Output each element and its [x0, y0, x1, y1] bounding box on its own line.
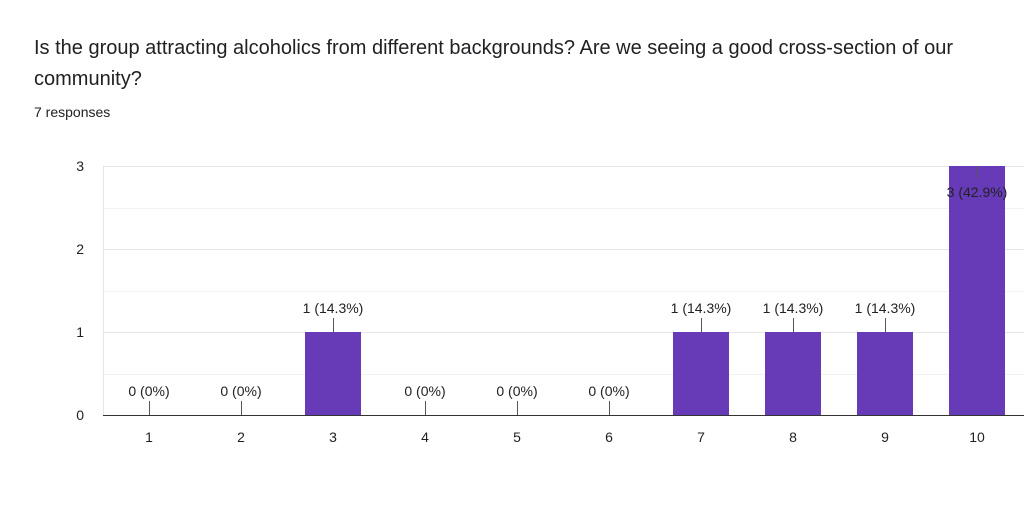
data-label: 0 (0%): [220, 383, 261, 399]
data-label: 1 (14.3%): [763, 300, 824, 316]
y-tick-label: 0: [76, 407, 84, 423]
data-label: 0 (0%): [404, 383, 445, 399]
data-label: 0 (0%): [588, 383, 629, 399]
x-tick-label: 1: [145, 429, 153, 445]
x-tick-label: 10: [969, 429, 985, 445]
x-tick-label: 8: [789, 429, 797, 445]
x-tick-label: 4: [421, 429, 429, 445]
x-tick-label: 9: [881, 429, 889, 445]
y-tick-label: 3: [76, 158, 84, 174]
data-label: 1 (14.3%): [303, 300, 364, 316]
y-tick-label: 2: [76, 241, 84, 257]
data-label: 0 (0%): [128, 383, 169, 399]
x-tick-label: 3: [329, 429, 337, 445]
data-label: 1 (14.3%): [671, 300, 732, 316]
bar: [857, 332, 913, 415]
question-title: Is the group attracting alcoholics from …: [34, 37, 954, 90]
data-label: 0 (0%): [496, 383, 537, 399]
data-label: 3 (42.9%): [947, 184, 1008, 200]
data-label: 1 (14.3%): [855, 300, 916, 316]
response-count: 7 responses: [34, 104, 111, 120]
bar: [673, 332, 729, 415]
x-tick-label: 7: [697, 429, 705, 445]
x-tick-label: 2: [237, 429, 245, 445]
y-tick-label: 1: [76, 324, 84, 340]
bar: [305, 332, 361, 415]
bar: [949, 166, 1005, 415]
x-tick-label: 6: [605, 429, 613, 445]
bar: [765, 332, 821, 415]
x-tick-label: 5: [513, 429, 521, 445]
